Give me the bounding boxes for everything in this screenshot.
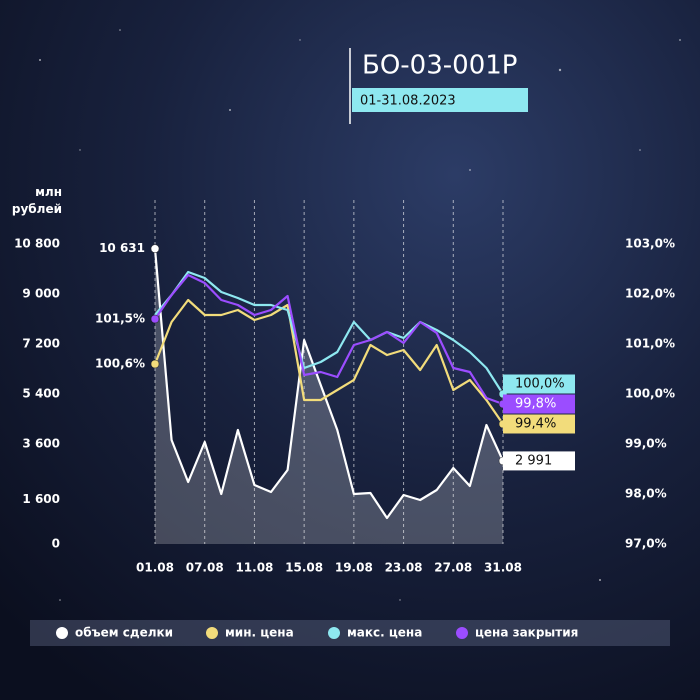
y2-tick-label: 102,0% bbox=[625, 287, 675, 301]
value-label-box bbox=[503, 374, 575, 394]
y2-tick-label: 97,0% bbox=[625, 537, 667, 551]
x-tick-label: 19.08 bbox=[335, 561, 373, 575]
x-tick-label: 31.08 bbox=[484, 561, 522, 575]
area bbox=[155, 248, 503, 544]
line bbox=[154, 273, 504, 406]
point bbox=[150, 314, 160, 324]
legend-marker bbox=[206, 627, 218, 639]
value-label-box bbox=[503, 451, 575, 471]
y2-tick-label: 103,0% bbox=[625, 237, 675, 251]
legend-marker bbox=[456, 627, 468, 639]
line bbox=[153, 248, 504, 520]
x-tick-label: 15.08 bbox=[285, 561, 323, 575]
legend-marker bbox=[328, 627, 340, 639]
y-tick-label: 0 bbox=[52, 537, 60, 551]
value-label-box bbox=[503, 414, 575, 434]
x-tick-label: 23.08 bbox=[385, 561, 423, 575]
y2-tick-label: 100,0% bbox=[625, 387, 675, 401]
y-tick-label: 7 200 bbox=[22, 337, 60, 351]
point bbox=[150, 359, 160, 369]
y2-tick-label: 99,0% bbox=[625, 437, 667, 451]
y-tick-label: 3 600 bbox=[22, 437, 60, 451]
y2-tick-label: 101,0% bbox=[625, 337, 675, 351]
value-label: 101,5% bbox=[95, 312, 145, 326]
legend-label: макс. цена bbox=[347, 626, 422, 640]
x-tick-label: 11.08 bbox=[235, 561, 273, 575]
chart-title: БО-03-001Р bbox=[362, 51, 517, 81]
line bbox=[154, 270, 504, 395]
legend-label: цена закрытия bbox=[475, 626, 578, 640]
value-label: 100,0% bbox=[515, 377, 565, 392]
x-tick-label: 07.08 bbox=[186, 561, 224, 575]
y2-tick-label: 98,0% bbox=[625, 487, 667, 501]
stars bbox=[39, 29, 681, 601]
y-tick-label: 1 600 bbox=[22, 492, 60, 506]
y-tick-label: 5 400 bbox=[22, 387, 60, 401]
y-tick-label: 9 000 bbox=[22, 287, 60, 301]
value-label: 99,8% bbox=[515, 397, 556, 412]
subtitle-box bbox=[352, 88, 528, 112]
y-axis-title: млн рублей bbox=[11, 185, 62, 216]
value-label: 100,6% bbox=[95, 357, 145, 371]
chart-subtitle: 01-31.08.2023 bbox=[360, 94, 456, 109]
legend-label: объем сделки bbox=[75, 626, 173, 640]
line bbox=[153, 298, 504, 425]
x-tick-label: 27.08 bbox=[434, 561, 472, 575]
value-label: 2 991 bbox=[515, 453, 552, 468]
value-label-box bbox=[503, 394, 575, 414]
legend-marker bbox=[56, 627, 68, 639]
value-label: 10 631 bbox=[99, 241, 145, 255]
point bbox=[150, 244, 160, 253]
value-label: 99,4% bbox=[515, 417, 556, 432]
x-tick-label: 01.08 bbox=[136, 561, 174, 575]
legend-label: мин. цена bbox=[225, 626, 294, 640]
y-tick-label: 10 800 bbox=[14, 237, 60, 251]
legend-box bbox=[30, 620, 670, 646]
